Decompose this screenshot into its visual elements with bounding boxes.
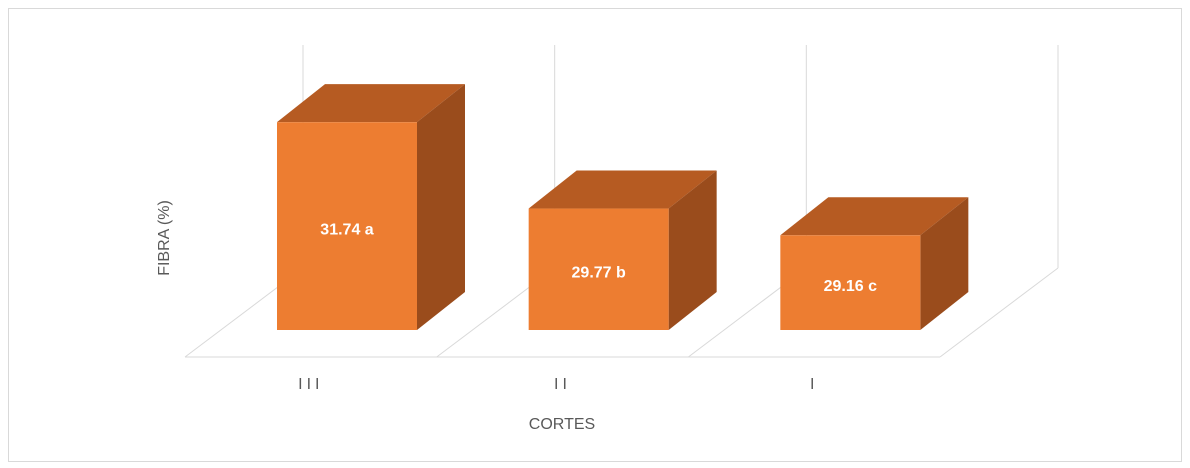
x-tick-label: III: [298, 376, 323, 393]
bar-top: [528, 170, 717, 209]
bar-side: [920, 197, 969, 330]
bar-side: [668, 170, 717, 330]
x-tick-label: II: [554, 376, 571, 393]
value-label: 31.74 a: [320, 221, 373, 238]
x-axis-label: CORTES: [529, 416, 595, 433]
value-label: 29.16 c: [824, 278, 877, 295]
bar: [780, 235, 921, 330]
x-tick-label: I: [810, 376, 818, 393]
bar-side: [417, 84, 465, 331]
floor-line: [939, 267, 1059, 358]
value-label: 29.77 b: [572, 264, 626, 281]
bar-top: [277, 84, 465, 123]
bar: [528, 208, 669, 330]
bar-top: [780, 197, 969, 236]
y-axis-label: FIBRA (%): [156, 200, 173, 276]
bar: [277, 122, 417, 331]
